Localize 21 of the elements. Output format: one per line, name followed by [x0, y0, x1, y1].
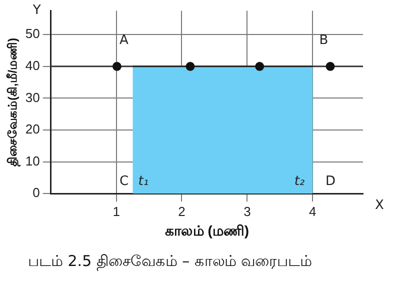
x-tick-label: 2 — [178, 204, 186, 219]
annotation: B — [319, 32, 328, 48]
annotation: t₁ — [138, 174, 149, 189]
x-tick-label: 4 — [308, 204, 316, 219]
y-tick-label: 50 — [25, 26, 40, 42]
y-tick-label: 10 — [25, 153, 40, 168]
y-axis-title: திசைவேகம்(கி,மீ/மணி) — [6, 38, 21, 167]
annotation: A — [120, 32, 128, 48]
annotation: t₂ — [294, 174, 305, 189]
text: X — [375, 198, 384, 213]
y-tick-label: 20 — [25, 122, 40, 137]
annotation: C — [120, 174, 129, 189]
text: படம் 2.5 திசைவேகம் – காலம் வரைபடம் — [28, 252, 312, 272]
y-tick-label: 40 — [25, 58, 40, 74]
x-axis-title: காலம் (மணி) — [164, 222, 250, 238]
annotation: D — [326, 174, 336, 189]
x-tick-label: 1 — [112, 204, 120, 219]
y-tick-label: 30 — [25, 90, 40, 105]
x-tick-label: 3 — [244, 204, 251, 219]
y-tick-label: 0 — [32, 185, 40, 200]
text: Y — [32, 2, 41, 18]
